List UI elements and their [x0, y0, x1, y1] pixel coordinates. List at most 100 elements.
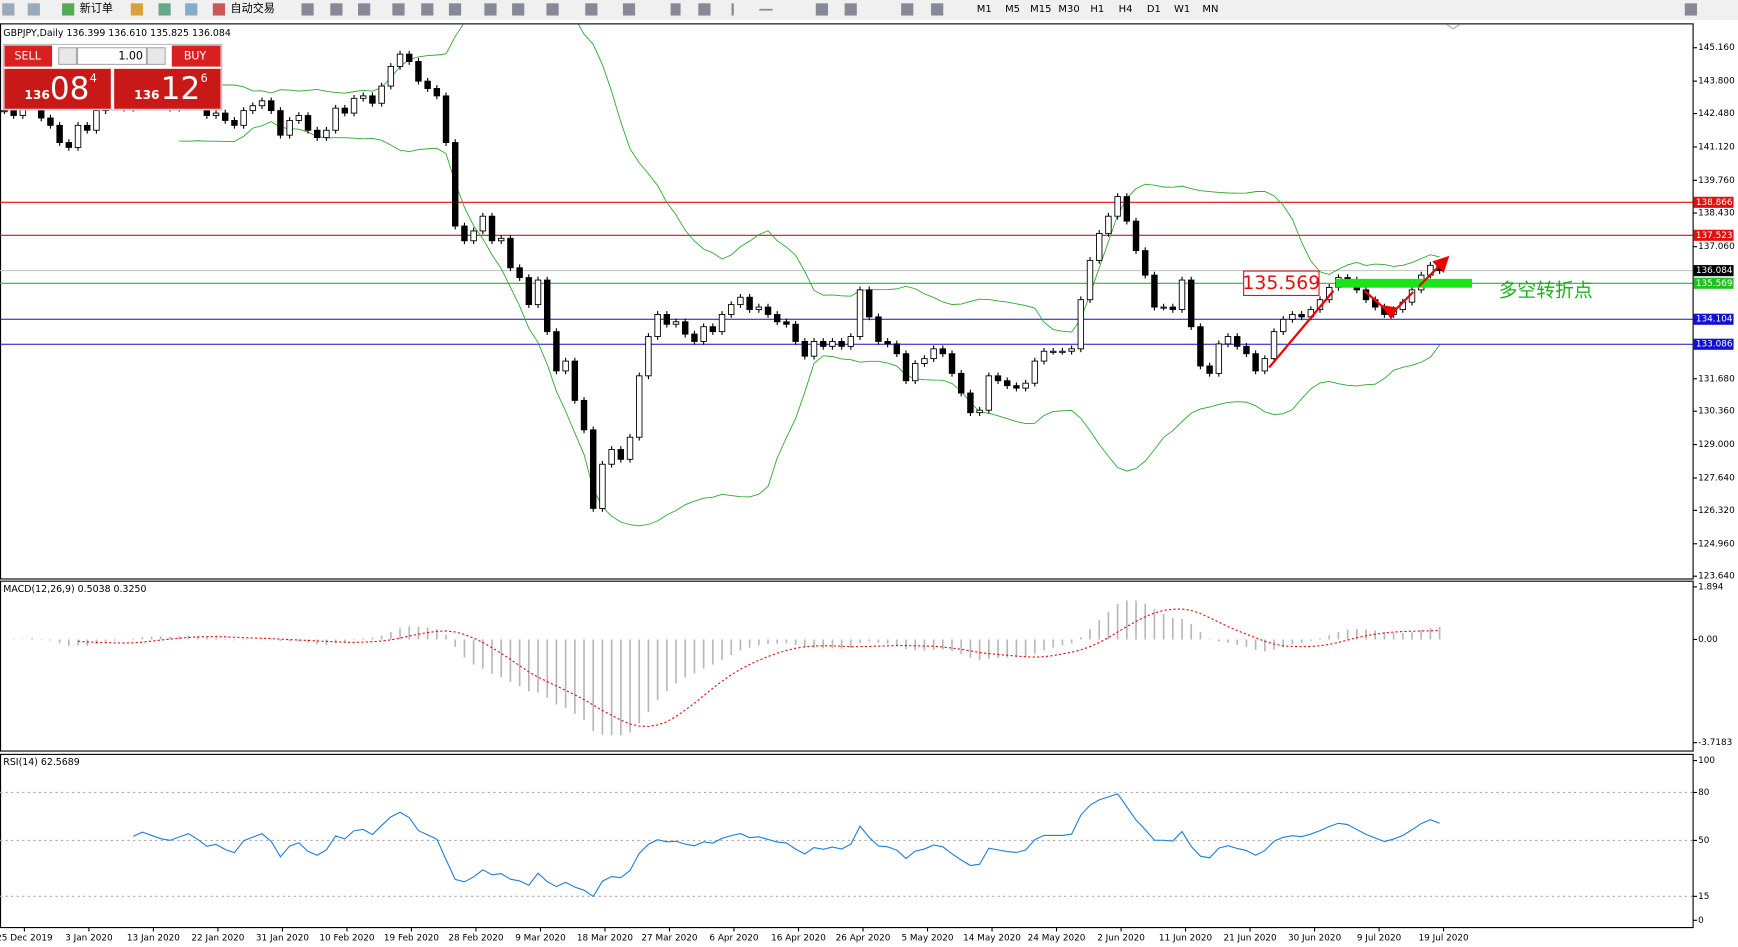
icon[interactable]	[330, 3, 343, 16]
toolbar-button[interactable]: 新订单	[80, 1, 113, 15]
timeframe[interactable]: D1	[1147, 4, 1161, 15]
icon[interactable]	[759, 8, 773, 11]
timeframe[interactable]: MN	[1202, 4, 1218, 15]
candle-body	[442, 95, 450, 143]
icon[interactable]	[62, 3, 75, 16]
candle-body	[1224, 336, 1232, 345]
icon[interactable]	[901, 3, 914, 16]
candle-body	[406, 53, 413, 62]
y-tick-label: 141.120	[1698, 142, 1735, 152]
icon[interactable]	[158, 3, 171, 16]
candle-body	[976, 409, 983, 414]
icon[interactable]	[2, 3, 15, 16]
timeframe[interactable]: W1	[1174, 4, 1190, 15]
sell-button[interactable]	[4, 45, 53, 67]
level-label: 134.104	[1696, 315, 1733, 325]
sell-label[interactable]: SELL	[15, 50, 42, 63]
icon[interactable]	[512, 3, 525, 16]
icon[interactable]	[27, 3, 40, 16]
candle-body	[571, 360, 579, 401]
buy-price-box[interactable]	[114, 68, 221, 109]
candle-body	[360, 95, 367, 99]
candle-body	[1022, 382, 1029, 389]
buy-button[interactable]	[171, 45, 221, 67]
icon[interactable]	[844, 3, 857, 16]
icon[interactable]	[622, 3, 636, 16]
lot-down[interactable]	[58, 47, 78, 65]
icon[interactable]	[585, 3, 598, 16]
candle-body	[1151, 274, 1158, 308]
timeframe[interactable]: H1	[1090, 4, 1104, 15]
timeframe[interactable]: M1	[977, 4, 992, 15]
icon[interactable]	[815, 3, 828, 16]
rsi-frame	[0, 753, 1694, 929]
macd-title: MACD(12,26,9) 0.5038 0.3250	[3, 584, 146, 595]
icon[interactable]	[448, 3, 462, 16]
icon[interactable]	[421, 3, 434, 16]
icon[interactable]	[212, 3, 226, 16]
candle-body	[424, 80, 431, 89]
rsi-line	[133, 793, 1440, 898]
timeframe[interactable]: H4	[1119, 4, 1133, 15]
candle-body	[387, 65, 395, 87]
candle-body	[507, 237, 514, 269]
candle-body	[985, 375, 993, 411]
timeframe[interactable]: M15	[1030, 4, 1051, 15]
candle-body	[350, 97, 358, 114]
candle-body	[1096, 232, 1103, 261]
candle-body	[1031, 360, 1039, 384]
icon[interactable]	[301, 3, 314, 16]
candle-body	[1169, 306, 1177, 310]
candle-body	[268, 100, 275, 112]
candle-body	[516, 267, 523, 279]
one-click-trading: SELL 1.00 BUY 136 08 4 136 12 6	[2, 43, 223, 111]
candle-body	[396, 53, 404, 67]
candle-body	[1013, 385, 1020, 389]
candle-body	[84, 124, 91, 131]
y-tick-label: 124.960	[1698, 539, 1735, 549]
candle-body	[856, 289, 864, 337]
level-label: 135.569	[1696, 279, 1733, 289]
icon[interactable]	[698, 3, 711, 16]
level-label: 136.084	[1696, 266, 1733, 276]
icon[interactable]	[731, 3, 734, 16]
candle-body	[369, 95, 376, 104]
axes: 145.160 143.800 142.480 141.120 139.760 138.4…	[0, 43, 1735, 943]
icon[interactable]	[392, 3, 405, 16]
candle-body	[1114, 196, 1121, 217]
candle-body	[286, 119, 293, 136]
x-tick-label: 10 Feb 2020	[319, 934, 374, 944]
candle-body	[930, 348, 937, 360]
icon[interactable]	[670, 3, 681, 16]
sell-price-box[interactable]	[4, 68, 111, 109]
rsi-title: RSI(14) 62.5689	[3, 757, 79, 768]
icon[interactable]	[185, 3, 198, 16]
toolbar-button[interactable]: 自动交易	[231, 1, 275, 15]
icon[interactable]	[484, 3, 497, 16]
timeframe[interactable]: M5	[1005, 4, 1020, 15]
candle-body	[415, 61, 422, 82]
lot-value[interactable]: 1.00	[118, 50, 143, 63]
candle-body	[829, 341, 836, 347]
icon[interactable]	[130, 3, 143, 16]
lot-up[interactable]	[146, 47, 166, 65]
candle-body	[1243, 345, 1250, 355]
icon[interactable]	[358, 3, 371, 16]
candle-body	[599, 463, 606, 509]
arrow-head	[1432, 255, 1450, 273]
y-tick-label: 80	[1698, 788, 1710, 798]
price-main: 12	[161, 71, 200, 107]
candle-body	[525, 277, 533, 306]
candle-body	[1, 110, 8, 113]
candle-body	[56, 124, 63, 143]
icon[interactable]	[1684, 3, 1697, 16]
level-tag	[1693, 338, 1734, 350]
candle-body	[645, 336, 652, 377]
lot-input[interactable]	[77, 47, 147, 65]
icon[interactable]	[546, 3, 559, 16]
icon[interactable]	[931, 3, 944, 16]
buy-label[interactable]: BUY	[184, 50, 207, 63]
x-tick-label: 25 Dec 2019	[0, 934, 53, 944]
timeframe[interactable]: M30	[1058, 4, 1079, 15]
candle-body	[921, 358, 928, 364]
